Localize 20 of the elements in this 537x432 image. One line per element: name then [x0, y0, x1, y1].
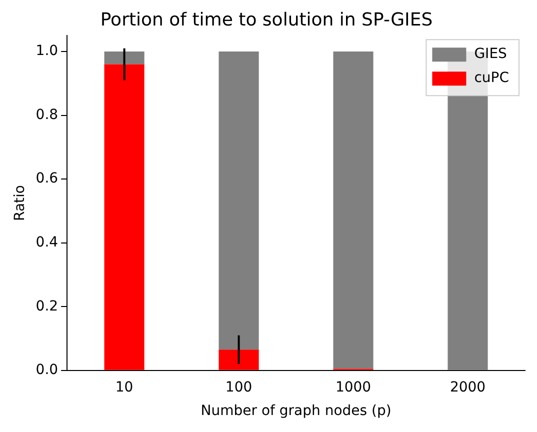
bar [333, 52, 374, 369]
y-axis-title: Ratio [12, 185, 28, 221]
y-tick-label: 0.8 [36, 106, 58, 123]
y-tick-label: 1.0 [36, 43, 58, 60]
chart-title: Portion of time to solution in SP-GIES [100, 9, 433, 30]
y-tick-label: 0.6 [36, 170, 58, 187]
x-tick-label: 2000 [450, 379, 486, 396]
legend-label: cuPC [474, 70, 510, 86]
bar [104, 52, 144, 64]
bar [218, 52, 259, 350]
x-axis-title: Number of graph nodes (p) [200, 403, 392, 420]
x-tick-label: 10 [115, 379, 134, 396]
x-tick-label: 1000 [335, 379, 372, 396]
bar [218, 350, 259, 370]
x-tick-label: 100 [225, 379, 252, 396]
legend-label: GIES [474, 46, 508, 62]
y-tick-label: 0.0 [36, 362, 58, 378]
bar [104, 64, 144, 370]
y-tick-label: 0.2 [36, 298, 58, 314]
y-tick-label: 0.4 [36, 234, 58, 250]
